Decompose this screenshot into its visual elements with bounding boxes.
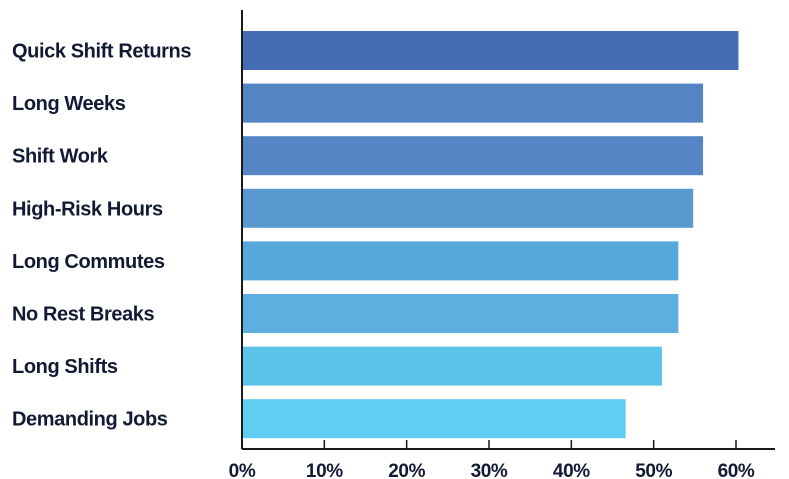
x-tick-label-30: 30% [471,461,508,479]
category-label-long-weeks: Long Weeks [12,93,126,115]
category-label-quick-shift-returns: Quick Shift Returns [12,41,191,63]
category-label-long-shifts: Long Shifts [12,356,118,378]
bar-demanding-jobs [242,399,626,439]
bar-quick-shift-returns [242,31,739,70]
x-tick-label-0: 0% [229,461,256,479]
x-tick-label-50: 50% [635,461,672,479]
bar-long-weeks [242,83,704,123]
category-labels-group: Quick Shift Returns Long Weeks Shift Work H… [12,41,192,431]
category-label-shift-work: Shift Work [12,146,109,168]
bar-high-risk-hours [242,188,694,228]
x-tick-label-40: 40% [553,461,590,479]
category-label-high-risk-hours: High-Risk Hours [12,198,163,220]
category-label-no-rest-breaks: No Rest Breaks [12,304,155,326]
category-label-long-commutes: Long Commutes [12,251,165,273]
x-tick-label-60: 60% [718,461,755,479]
bar-long-commutes [242,241,679,281]
bar-shift-work [242,136,704,176]
category-label-demanding-jobs: Demanding Jobs [12,409,168,431]
x-tick-label-10: 10% [306,461,343,479]
x-tick-label-20: 20% [388,461,425,479]
x-axis-ticks-group: 0% 10% 20% 30% 40% 50% 60% [229,440,755,479]
bars-group [242,31,739,439]
bar-no-rest-breaks [242,294,679,333]
bar-long-shifts [242,346,662,386]
